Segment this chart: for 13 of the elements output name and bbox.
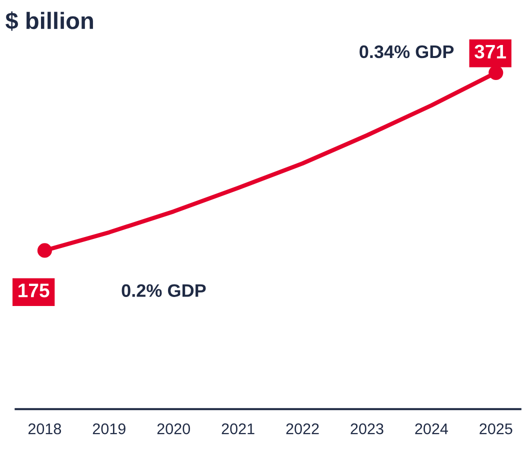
- x-tick-label: 2019: [92, 423, 126, 434]
- x-tick-label: 2024: [415, 423, 448, 434]
- data-label: 175: [18, 284, 50, 298]
- x-tick-label: 2022: [286, 423, 319, 434]
- text: 0.34% GDP: [360, 45, 454, 58]
- x-tick-label: 2023: [350, 423, 384, 434]
- text: 0.2% GDP: [122, 284, 206, 297]
- x-tick-label: 2025: [480, 423, 512, 434]
- x-tick-label: 2021: [222, 423, 254, 434]
- chart-title: $ billion: [6, 11, 93, 31]
- x-tick-label: 2018: [28, 423, 62, 434]
- data-label: 371: [474, 44, 506, 59]
- x-tick-label: 2020: [157, 423, 190, 434]
